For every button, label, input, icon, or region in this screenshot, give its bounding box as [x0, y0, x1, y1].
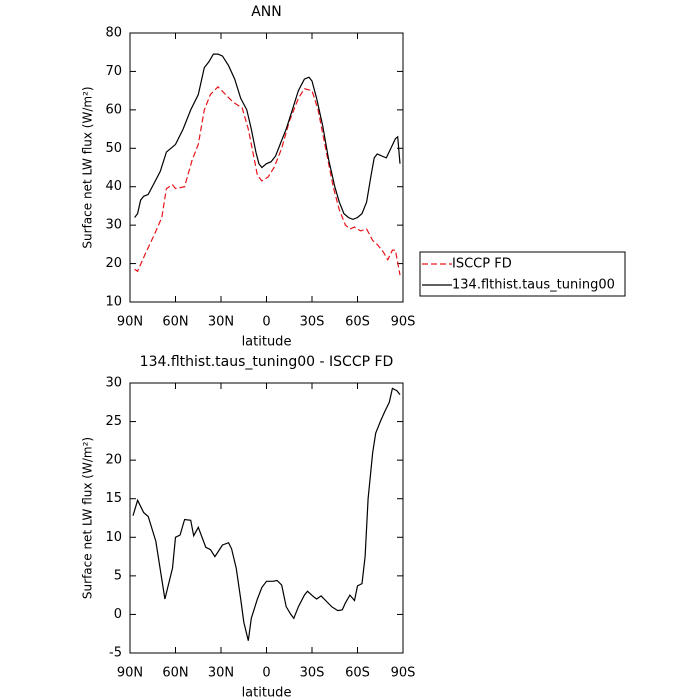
y-tick-label: 60	[105, 102, 122, 117]
y-tick-label: 30	[105, 376, 122, 391]
y-tick-label: 0	[114, 607, 122, 622]
data-line	[132, 387, 401, 641]
x-tick-label: 90N	[117, 666, 143, 681]
legend-box	[419, 251, 626, 297]
x-tick-label: 90S	[391, 666, 416, 681]
x-tick-label: 0	[262, 315, 270, 330]
x-tick-label: 60N	[162, 315, 188, 330]
y-tick-label: 15	[105, 491, 122, 506]
y-tick-label: 40	[105, 179, 122, 194]
y-tick-label: 80	[105, 26, 122, 41]
y-tick-label: 10	[105, 530, 122, 545]
x-tick-label: 90S	[391, 315, 416, 330]
x-axis-label: latitude	[242, 686, 292, 700]
x-tick-label: 30S	[300, 315, 325, 330]
x-tick-label: 0	[262, 666, 270, 681]
y-tick-label: 20	[105, 453, 122, 468]
plot-frame	[129, 382, 404, 654]
data-line	[134, 53, 401, 221]
chart-title: ANN	[251, 4, 282, 20]
y-axis-label: Surface net LW flux (W/m²)	[81, 86, 95, 248]
y-tick-label: 50	[105, 141, 122, 156]
x-tick-label: 30N	[208, 666, 234, 681]
x-axis-label: latitude	[242, 335, 292, 350]
x-tick-label: 60N	[162, 666, 188, 681]
x-tick-label: 60S	[345, 666, 370, 681]
y-tick-label: 20	[105, 256, 122, 271]
y-tick-label: 70	[105, 64, 122, 79]
chart-title: 134.flthist.taus_tuning00 - ISCCP FD	[140, 354, 394, 370]
y-tick-label: 10	[105, 295, 122, 310]
plot-frame	[129, 32, 404, 303]
y-axis-label: Surface net LW flux (W/m²)	[81, 437, 95, 599]
legend-label: 134.flthist.taus_tuning00	[452, 278, 615, 293]
y-tick-label: -5	[109, 646, 122, 661]
x-tick-label: 60S	[345, 315, 370, 330]
x-tick-label: 90N	[117, 315, 143, 330]
x-tick-label: 30N	[208, 315, 234, 330]
y-tick-label: 5	[114, 568, 122, 583]
x-tick-label: 30S	[300, 666, 325, 681]
data-line	[134, 85, 401, 276]
y-tick-label: 25	[105, 414, 122, 429]
legend-label: ISCCP FD	[452, 257, 512, 272]
y-tick-label: 30	[105, 218, 122, 233]
